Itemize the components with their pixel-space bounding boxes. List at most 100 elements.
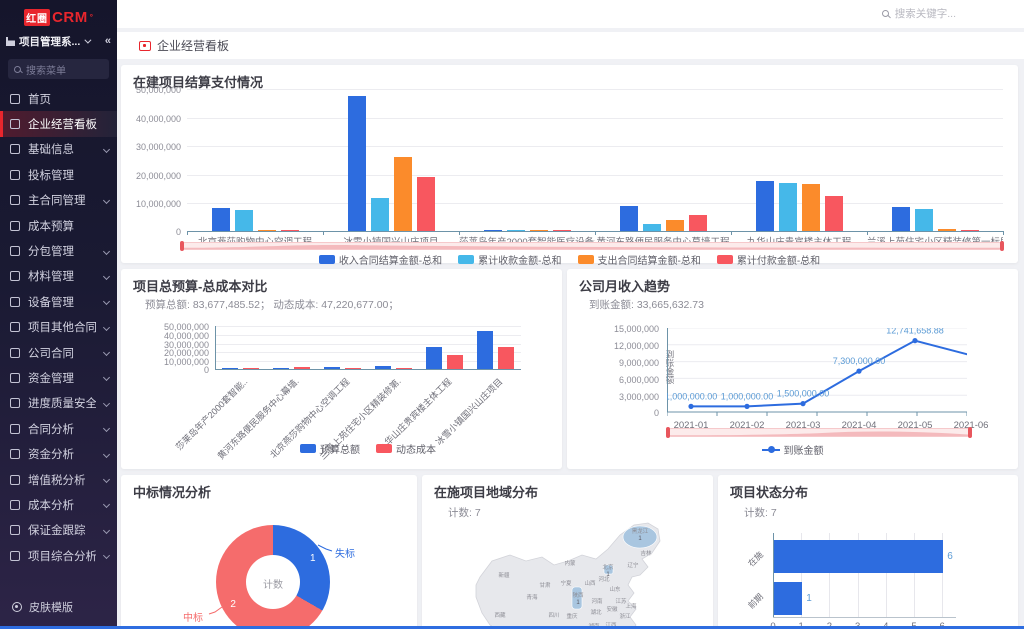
- menu-search-placeholder: 搜索菜单: [26, 65, 66, 77]
- province-label: 上海: [625, 602, 637, 610]
- datazoom-slider[interactable]: [666, 427, 972, 439]
- sidebar-item-1[interactable]: 企业经营看板: [0, 111, 117, 138]
- bar-累计收款金额-总和[interactable]: [778, 182, 797, 232]
- sidebar-item-14[interactable]: 资金分析: [0, 441, 117, 466]
- app-logo: 红圈 CRM °: [0, 0, 117, 30]
- legend-item[interactable]: 累计付款金额-总和: [716, 252, 820, 267]
- bar-支出合同结算金额-总和[interactable]: [665, 219, 684, 232]
- bar-预算总额[interactable]: [477, 331, 493, 370]
- legend-item[interactable]: 支出合同结算金额-总和: [577, 252, 701, 267]
- bar-收入合同结算金额-总和[interactable]: [211, 208, 230, 232]
- x-axis-category-label: 2021-03: [785, 420, 821, 432]
- province-label: 四川: [548, 612, 559, 619]
- sidebar-item-12[interactable]: 进度质量安全: [0, 391, 117, 416]
- bar-支出合同结算金额-总和[interactable]: [257, 229, 276, 232]
- bar-支出合同结算金额-总和[interactable]: [529, 230, 548, 232]
- global-search-input[interactable]: 搜索关键字...: [881, 6, 956, 21]
- sidebar-item-label: 资金分析: [28, 449, 74, 462]
- legend-item[interactable]: 到账金额: [761, 442, 824, 457]
- legend-item[interactable]: 累计收款金额-总和: [458, 252, 562, 267]
- line-plot: 1,000,000.00 1,000,000.00 1,500,000.00 7,30…: [665, 326, 1024, 420]
- sidebar-item-label: 投标管理: [28, 169, 74, 182]
- bar-group: [731, 89, 867, 232]
- bar-收入合同结算金额-总和[interactable]: [891, 207, 910, 232]
- bar-累计付款金额-总和[interactable]: [552, 230, 571, 232]
- bar-累计付款金额-总和[interactable]: [824, 195, 843, 232]
- bar-收入合同结算金额-总和[interactable]: [619, 205, 638, 232]
- sidebar-item-5[interactable]: 成本预算: [0, 213, 117, 238]
- bar-累计收款金额-总和[interactable]: [234, 209, 253, 232]
- sidebar-item-16[interactable]: 成本分析: [0, 492, 117, 517]
- bar-前期[interactable]: [774, 582, 803, 616]
- sidebar-item-9[interactable]: 项目其他合同: [0, 315, 117, 340]
- bar-动态成本[interactable]: [243, 368, 259, 370]
- sidebar-item-8[interactable]: 设备管理: [0, 289, 117, 314]
- sidebar-item-label: 资金管理: [28, 372, 74, 385]
- card-monthly-income-chart: 公司月收入趋势 到账金额: 33,665,632.73 15,000,000 12…: [567, 269, 1024, 470]
- datazoom-slider[interactable]: [180, 241, 1004, 252]
- sidebar-item-2[interactable]: 基础信息: [0, 137, 117, 162]
- bar-预算总额[interactable]: [426, 346, 442, 370]
- bar-支出合同结算金额-总和[interactable]: [937, 228, 956, 232]
- workspace-switcher[interactable]: 项目管理系... «: [0, 30, 117, 52]
- bar-支出合同结算金额-总和[interactable]: [393, 156, 412, 232]
- bar-动态成本[interactable]: [345, 368, 361, 370]
- bar-在施[interactable]: [774, 540, 944, 574]
- bar-预算总额[interactable]: [273, 368, 289, 370]
- sidebar-item-17[interactable]: 保证金跟踪: [0, 518, 117, 543]
- sidebar-item-label: 设备管理: [28, 296, 74, 309]
- dashboard-icon: [139, 40, 151, 51]
- datazoom-right-handle[interactable]: [968, 427, 972, 439]
- bar-动态成本[interactable]: [396, 368, 412, 370]
- data-point: [912, 338, 918, 344]
- bar-收入合同结算金额-总和[interactable]: [755, 181, 774, 232]
- sidebar-item-7[interactable]: 材料管理: [0, 264, 117, 289]
- bar-累计收款金额-总和[interactable]: [642, 223, 661, 232]
- sidebar-item-0[interactable]: 首页: [0, 86, 117, 111]
- bar-动态成本[interactable]: [294, 367, 310, 370]
- sidebar-item-13[interactable]: 合同分析: [0, 416, 117, 441]
- bar-累计付款金额-总和[interactable]: [280, 230, 299, 232]
- datazoom-left-handle[interactable]: [180, 241, 184, 252]
- sidebar-item-6[interactable]: 分包管理: [0, 238, 117, 263]
- legend-item[interactable]: 动态成本: [376, 441, 436, 456]
- chevron-down-icon: [102, 425, 111, 433]
- bar-累计付款金额-总和[interactable]: [960, 230, 979, 232]
- bar-累计收款金额-总和[interactable]: [506, 230, 525, 232]
- sidebar-item-label: 成本预算: [28, 220, 74, 233]
- sidebar-item-18[interactable]: 项目综合分析: [0, 543, 117, 568]
- x-axis-tick: [731, 231, 732, 236]
- tab-enterprise-dashboard[interactable]: 企业经营看板: [129, 32, 239, 60]
- bar-累计付款金额-总和[interactable]: [688, 215, 707, 232]
- sidebar-item-10[interactable]: 公司合同: [0, 340, 117, 365]
- bar-预算总额[interactable]: [375, 365, 391, 370]
- sidebar-item-4[interactable]: 主合同管理: [0, 188, 117, 213]
- card-bid-analysis-chart: 中标情况分析 计数 1 2 失标 中标: [121, 475, 417, 629]
- sidebar-item-3[interactable]: 投标管理: [0, 162, 117, 187]
- legend-item[interactable]: 预算总额: [300, 441, 360, 456]
- highlight-shaanxi: [571, 587, 583, 610]
- gridline: [857, 533, 859, 618]
- datazoom-left-handle[interactable]: [666, 427, 670, 439]
- x-axis-tick: [323, 231, 324, 236]
- bar-收入合同结算金额-总和[interactable]: [347, 96, 366, 232]
- bar-累计收款金额-总和[interactable]: [914, 208, 933, 232]
- bar-动态成本[interactable]: [498, 346, 514, 370]
- legend-swatch: [318, 255, 335, 265]
- legend-item[interactable]: 收入合同结算金额-总和: [318, 252, 442, 267]
- y-axis-tick-label: 0: [653, 408, 659, 419]
- bar-累计付款金额-总和[interactable]: [416, 176, 435, 232]
- sidebar-item-11[interactable]: 资金管理: [0, 365, 117, 390]
- skin-template-button[interactable]: 皮肤模版: [0, 595, 117, 629]
- bar-支出合同结算金额-总和[interactable]: [801, 184, 820, 232]
- sidebar-item-15[interactable]: 增值税分析: [0, 467, 117, 492]
- collapse-sidebar-icon[interactable]: «: [104, 35, 111, 47]
- bar-预算总额[interactable]: [324, 367, 340, 370]
- province-label: 辽宁: [627, 561, 639, 569]
- datazoom-right-handle[interactable]: [1000, 241, 1004, 252]
- menu-search-input[interactable]: 搜索菜单: [8, 59, 109, 79]
- bar-收入合同结算金额-总和[interactable]: [483, 230, 502, 232]
- bar-累计收款金额-总和[interactable]: [370, 198, 389, 232]
- bar-动态成本[interactable]: [447, 355, 463, 370]
- bar-预算总额[interactable]: [222, 368, 238, 370]
